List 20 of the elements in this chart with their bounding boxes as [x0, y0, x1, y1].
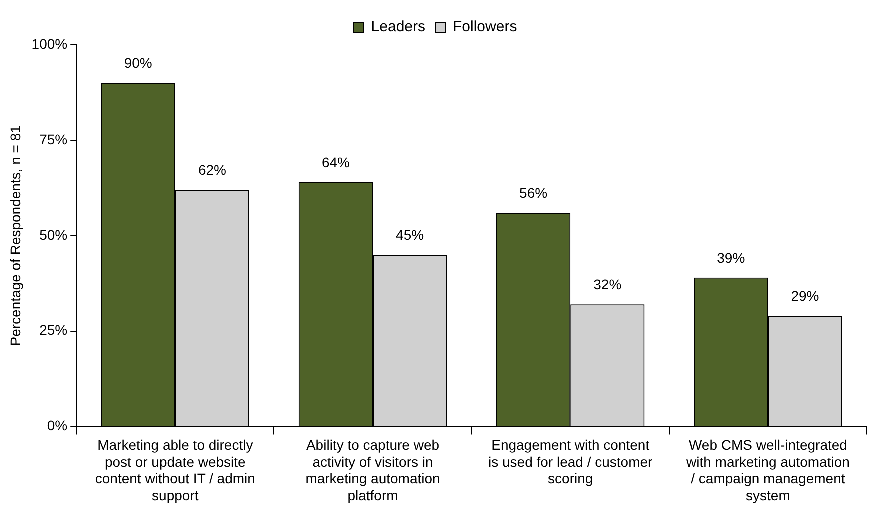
y-axis-title: Percentage of Respondents, n = 81: [7, 125, 24, 346]
y-tick-label: 75%: [40, 131, 68, 148]
data-label: 45%: [396, 226, 424, 243]
data-label: 29%: [791, 288, 820, 304]
data-label: 32%: [594, 276, 622, 292]
data-label: 39%: [717, 250, 746, 266]
legend-label: Followers: [453, 18, 518, 36]
data-label: 56%: [520, 184, 548, 201]
x-tick-label: Engagement with content is used for lead / customer scoring: [488, 437, 654, 487]
data-label: 64%: [322, 154, 350, 170]
data-label: 62%: [198, 162, 226, 178]
data-label: 90%: [124, 55, 152, 72]
y-tick-label: 25%: [40, 322, 68, 338]
y-tick-label: 0%: [47, 418, 68, 434]
y-tick-label: 50%: [40, 226, 68, 243]
y-tick-label: 100%: [32, 36, 68, 52]
x-tick-label: Web CMS well-integrated with marketing automation / campaign management system: [685, 437, 850, 504]
legend-label: Leaders: [371, 18, 426, 36]
x-tick-label: Ability to capture web activity of visitors in marketing automation platform: [306, 437, 440, 504]
x-tick-label: Marketing able to directly post or update website content without IT / admin support: [95, 437, 256, 504]
